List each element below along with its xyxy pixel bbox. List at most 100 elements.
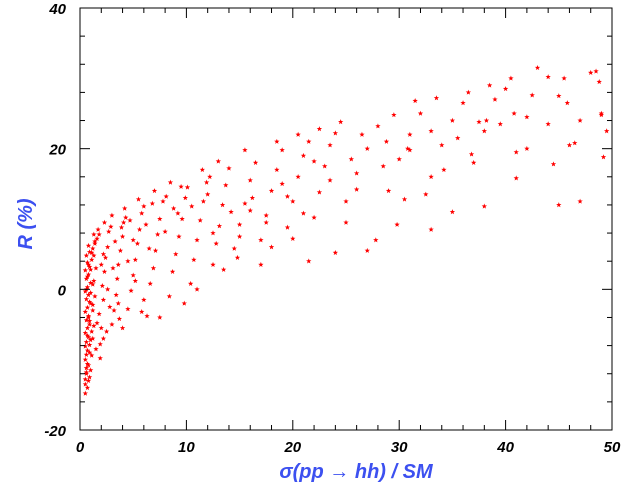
data-point <box>210 261 216 267</box>
data-point <box>513 175 519 181</box>
data-point <box>85 292 92 298</box>
data-point <box>194 237 200 243</box>
y-tick-label: -20 <box>44 423 66 440</box>
data-point <box>119 325 126 331</box>
data-point <box>228 209 234 215</box>
data-point <box>89 328 95 334</box>
data-point <box>132 256 138 263</box>
data-point <box>86 349 93 355</box>
data-point <box>353 170 360 176</box>
data-point <box>215 158 221 164</box>
data-point <box>181 300 187 306</box>
data-point <box>550 161 557 167</box>
data-point <box>92 293 98 299</box>
data-point <box>115 300 121 306</box>
data-point <box>327 177 333 183</box>
data-point <box>364 247 370 253</box>
data-point <box>343 219 349 225</box>
data-point <box>92 240 98 246</box>
data-point <box>93 346 99 352</box>
data-point <box>82 309 88 315</box>
data-point <box>87 266 94 272</box>
data-point <box>84 385 91 391</box>
data-point <box>141 203 147 209</box>
data-point <box>98 261 104 267</box>
data-point <box>572 140 578 146</box>
data-point <box>95 226 101 232</box>
data-point <box>84 325 91 331</box>
data-point <box>428 174 434 180</box>
data-point <box>465 89 472 95</box>
data-point <box>92 238 98 244</box>
data-point <box>433 95 440 101</box>
data-point <box>86 321 93 327</box>
data-point <box>123 214 129 220</box>
data-point <box>163 193 169 199</box>
data-point <box>166 293 173 299</box>
data-point <box>439 142 445 148</box>
data-point <box>97 355 103 361</box>
data-point <box>279 181 285 187</box>
data-point <box>86 374 93 380</box>
data-point <box>223 182 229 188</box>
data-point <box>83 296 90 302</box>
data-point <box>210 230 216 236</box>
data-point <box>284 224 291 230</box>
data-point <box>130 237 136 243</box>
data-point <box>82 330 88 336</box>
data-point <box>83 317 90 323</box>
data-point <box>258 261 264 267</box>
data-point <box>125 258 131 264</box>
data-point <box>561 75 567 81</box>
data-point <box>84 361 91 367</box>
data-point <box>460 100 466 106</box>
data-point <box>508 75 514 81</box>
data-point <box>423 191 429 197</box>
data-point <box>529 92 535 98</box>
data-point <box>596 79 602 85</box>
data-point <box>127 217 133 223</box>
data-point <box>89 256 95 263</box>
data-point <box>564 100 570 106</box>
data-point <box>87 290 94 296</box>
data-point <box>85 271 92 277</box>
data-point <box>407 131 413 137</box>
data-point <box>97 341 103 347</box>
data-point <box>219 202 226 208</box>
data-point <box>178 183 184 189</box>
data-point <box>205 191 211 197</box>
data-point <box>122 205 128 211</box>
x-axis-title: σ(pp → hh) / SM <box>279 461 434 483</box>
data-point <box>82 390 88 396</box>
y-tick-label: 40 <box>48 1 66 18</box>
data-point <box>109 212 115 218</box>
data-point <box>89 352 95 358</box>
data-point <box>114 275 120 282</box>
data-point <box>502 86 509 92</box>
data-point <box>184 184 191 190</box>
data-point <box>258 237 264 243</box>
data-point <box>167 179 174 185</box>
data-point <box>106 228 112 234</box>
data-point <box>82 381 88 387</box>
data-point <box>113 292 119 298</box>
data-point <box>91 252 97 258</box>
data-point <box>338 119 344 125</box>
data-point <box>284 193 291 199</box>
data-point <box>83 365 90 371</box>
data-point <box>87 337 94 343</box>
data-point <box>109 321 115 327</box>
data-point <box>116 316 123 322</box>
data-point <box>182 195 188 201</box>
data-point <box>82 343 88 349</box>
data-point <box>407 147 413 153</box>
data-point <box>87 280 94 286</box>
x-tick-label: 30 <box>391 439 408 456</box>
data-point <box>101 219 108 225</box>
data-point <box>82 356 88 362</box>
data-point <box>99 283 106 289</box>
data-point <box>300 152 307 158</box>
data-point <box>483 117 490 123</box>
data-point <box>187 280 194 286</box>
data-point <box>82 376 88 382</box>
